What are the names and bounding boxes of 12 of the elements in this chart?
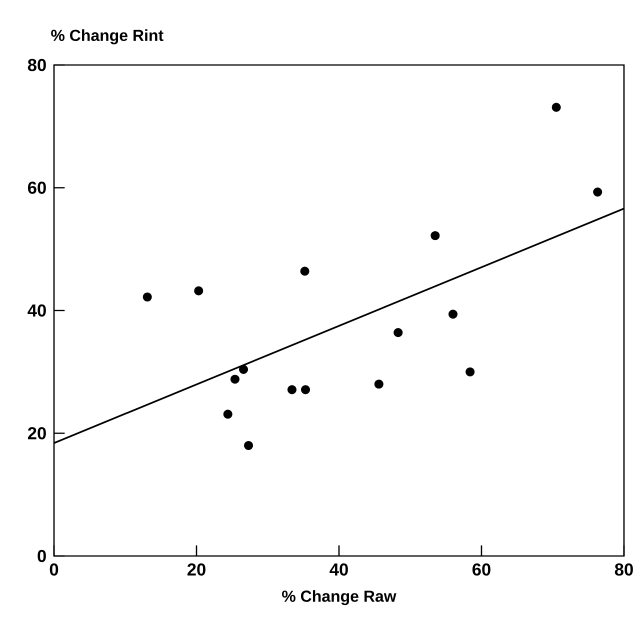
x-tick-label: 0 [50, 563, 58, 576]
y-tick-label: 60 [28, 182, 46, 194]
x-tick-label: 80 [614, 563, 633, 576]
x-tick-label: 60 [472, 563, 490, 576]
y-axis-title: % Change Rint [51, 29, 164, 44]
x-tick-label: 20 [187, 563, 206, 576]
x-axis-title: % Change Raw [282, 590, 396, 606]
y-tick-label: 40 [28, 304, 46, 317]
y-tick-label: 0 [38, 550, 46, 562]
y-tick-label: 20 [28, 427, 46, 440]
y-tick-label: 80 [28, 58, 46, 72]
x-tick-label: 40 [330, 563, 348, 576]
